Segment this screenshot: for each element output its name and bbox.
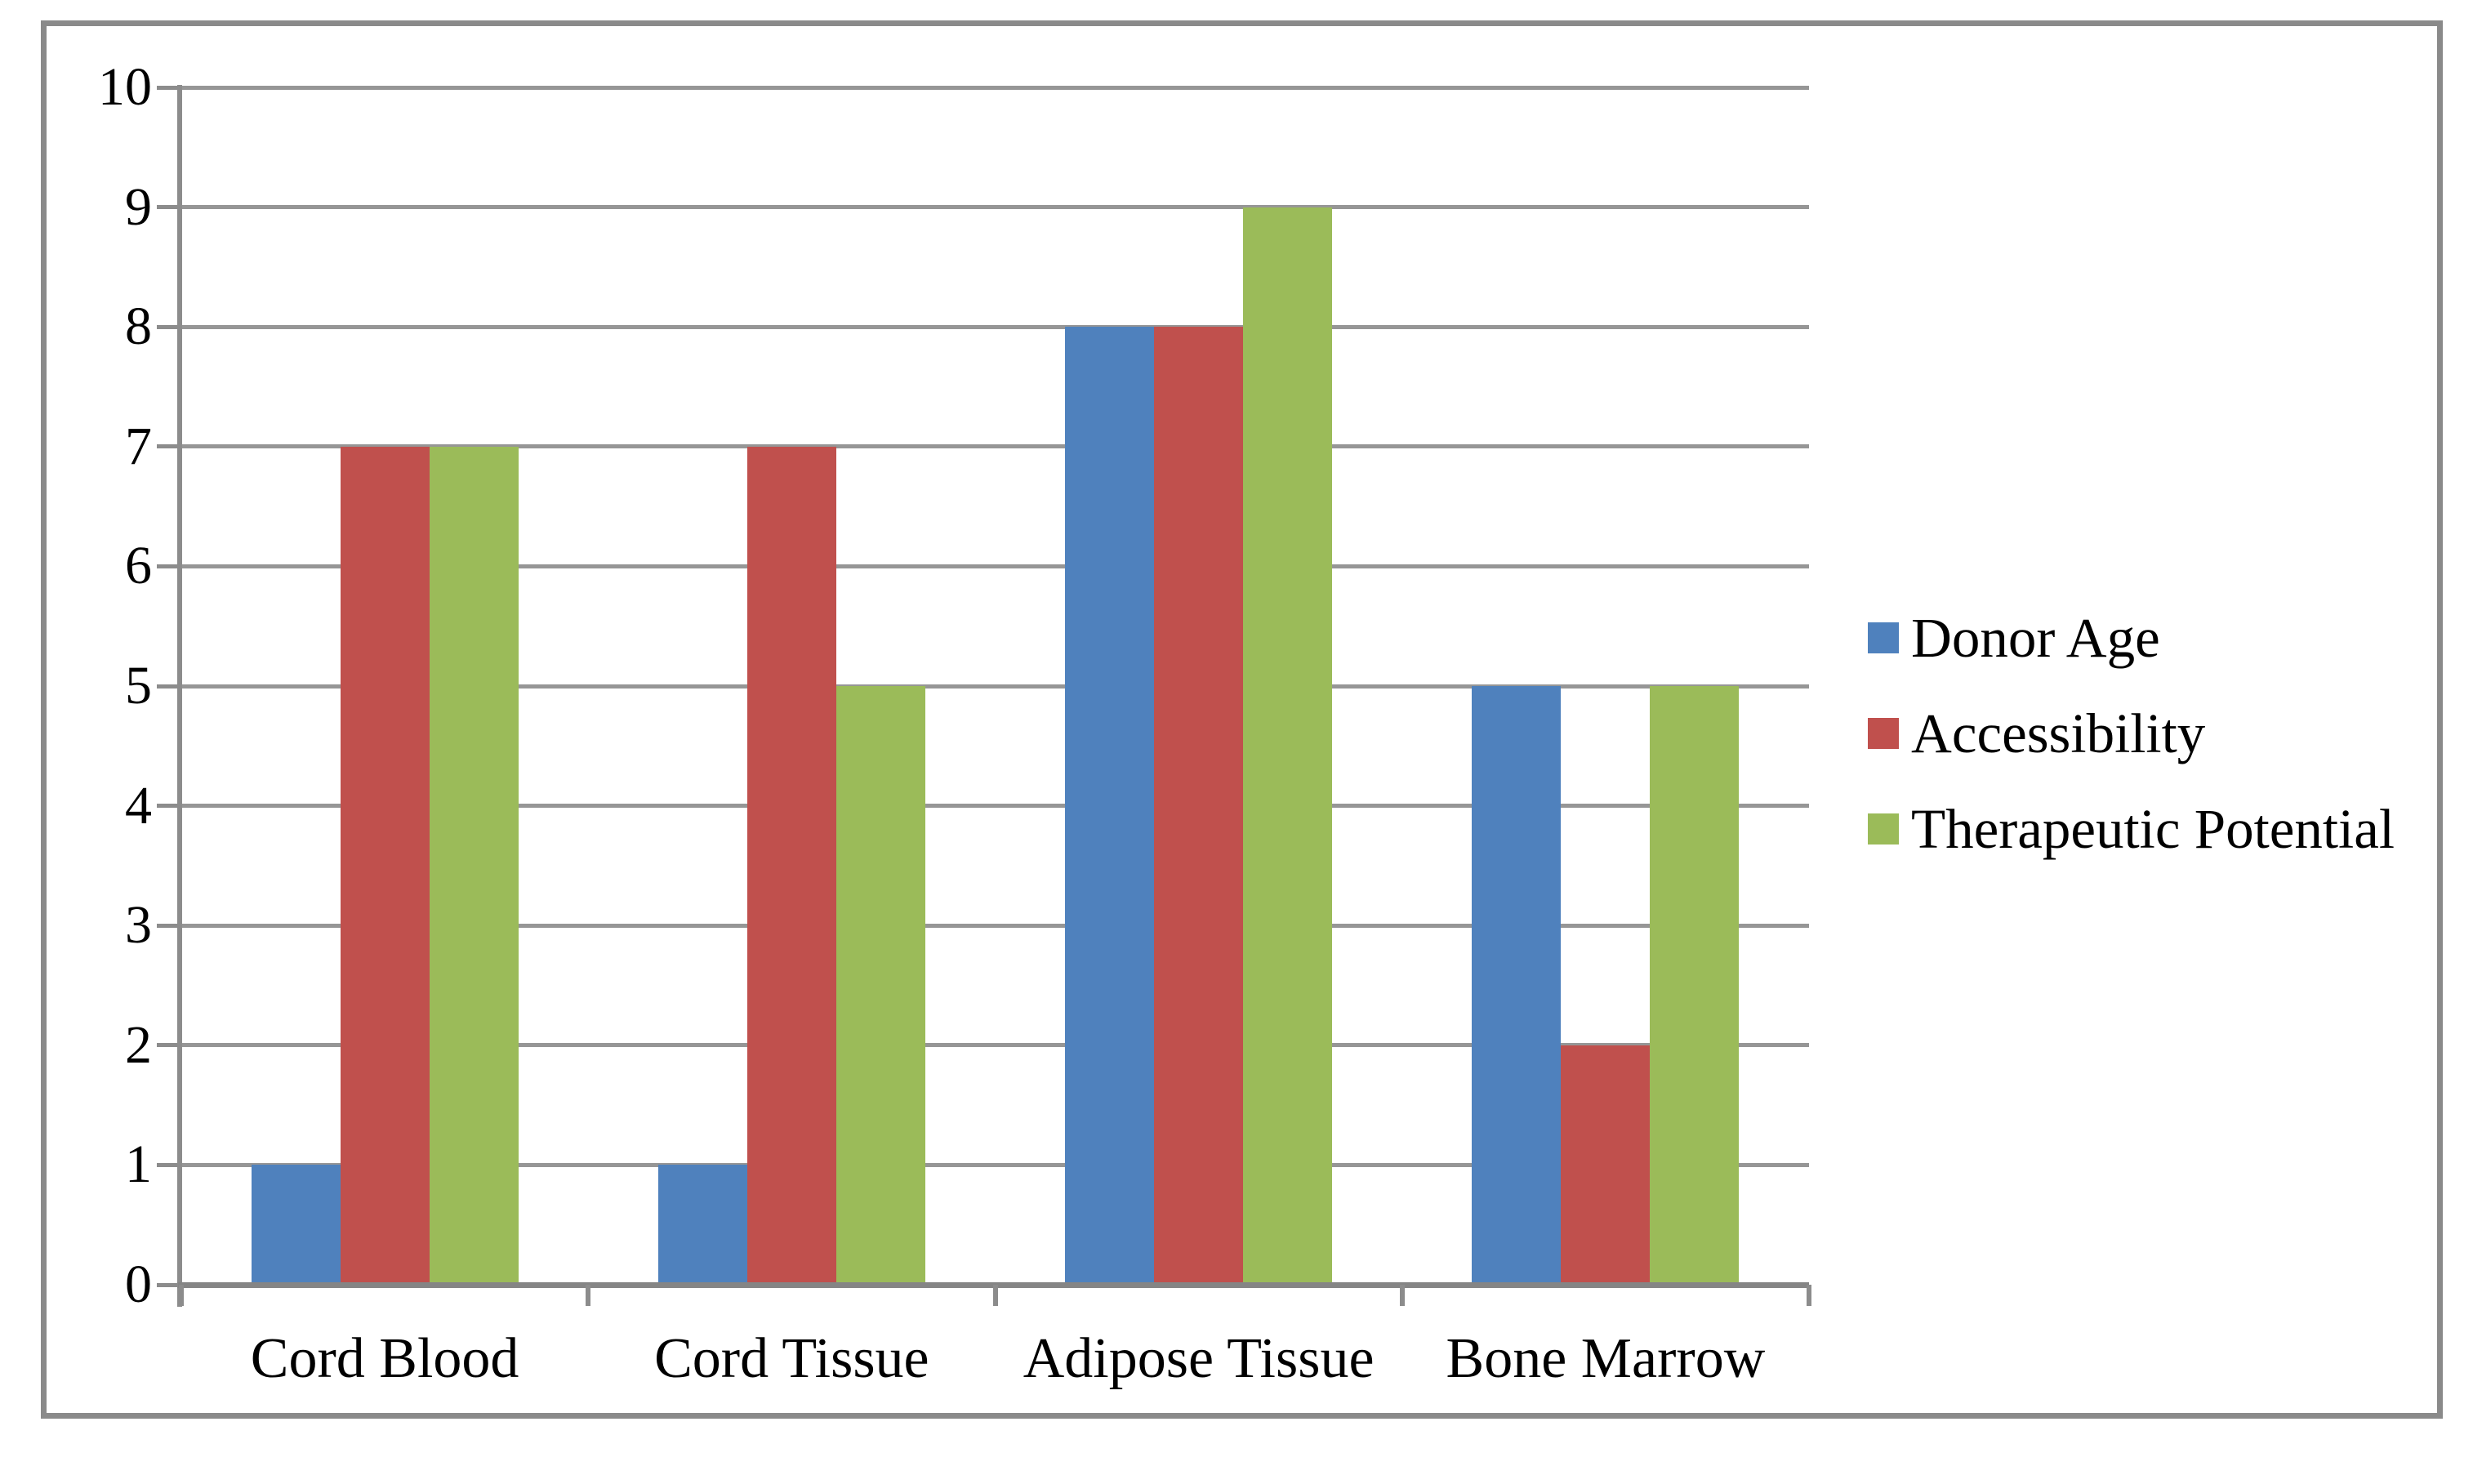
y-axis-tick — [157, 1162, 178, 1167]
y-axis-line — [177, 85, 182, 1307]
gridline — [181, 85, 1809, 90]
bar-donor-age — [657, 1165, 747, 1285]
y-axis-tick-label: 10 — [98, 57, 152, 117]
y-axis-tick — [157, 804, 178, 809]
y-axis-tick — [157, 564, 178, 568]
y-axis-tick-label: 0 — [125, 1254, 152, 1314]
y-axis-tick — [157, 684, 178, 689]
y-axis-tick-label: 1 — [125, 1134, 152, 1195]
y-axis-tick-label: 6 — [125, 536, 152, 596]
legend-item-donor-age: Donor Age — [1868, 606, 2160, 670]
y-axis-tick — [157, 923, 178, 928]
gridline — [181, 804, 1809, 809]
x-axis-tick — [179, 1285, 184, 1306]
y-axis-tick-label: 2 — [125, 1014, 152, 1075]
bar-accessibility — [340, 446, 430, 1285]
legend-label: Accessibility — [1911, 702, 2206, 764]
x-axis-tick — [586, 1285, 591, 1306]
chart-outer-border — [41, 20, 2443, 1419]
legend-item-therapeutic-potential: Therapeutic Potential — [1868, 797, 2395, 861]
legend-item-accessibility: Accessibility — [1868, 702, 2205, 765]
gridline — [181, 324, 1809, 329]
y-axis-tick-label: 4 — [125, 775, 152, 836]
gridline — [181, 1162, 1809, 1167]
gridline — [181, 684, 1809, 689]
x-axis-tick — [1807, 1285, 1811, 1306]
legend-label: Therapeutic Potential — [1911, 798, 2395, 860]
legend-swatch-therapeutic-potential — [1868, 813, 1899, 844]
bar-group-cord-tissue — [588, 87, 995, 1285]
x-category-label: Adipose Tissue — [1023, 1327, 1375, 1390]
y-axis-tick-label: 8 — [125, 296, 152, 357]
plot-area — [157, 85, 1811, 1307]
y-axis-tick — [157, 324, 178, 329]
bar-accessibility — [1154, 327, 1244, 1285]
x-category-label: Bone Marrow — [1446, 1327, 1766, 1390]
y-axis-tick — [157, 1043, 178, 1048]
x-category-label: Cord Tissue — [654, 1327, 929, 1390]
bar-donor-age — [251, 1165, 341, 1285]
x-axis-tick — [992, 1285, 998, 1306]
legend-swatch-accessibility — [1868, 718, 1899, 749]
y-axis-tick-label: 3 — [125, 895, 152, 956]
bar-donor-age — [1472, 686, 1562, 1285]
bar-therapeutic-potential — [1243, 207, 1333, 1285]
y-axis-tick — [157, 1282, 178, 1287]
x-axis-tick — [1399, 1285, 1405, 1306]
gridline — [181, 205, 1809, 210]
y-axis-tick — [157, 444, 178, 449]
gridline — [181, 564, 1809, 568]
gridline — [181, 923, 1809, 928]
y-axis-tick — [157, 205, 178, 210]
bar-group-bone-marrow — [1402, 87, 1809, 1285]
y-axis-tick-label: 7 — [125, 416, 152, 476]
legend-label: Donor Age — [1911, 607, 2160, 669]
bar-therapeutic-potential — [835, 686, 925, 1285]
gridline — [181, 1043, 1809, 1048]
bar-group-adipose-tissue — [996, 87, 1402, 1285]
bar-group-cord-blood — [181, 87, 588, 1285]
x-category-label: Cord Blood — [250, 1327, 519, 1390]
gridline — [181, 444, 1809, 449]
bar-therapeutic-potential — [1650, 686, 1740, 1285]
bar-therapeutic-potential — [429, 446, 519, 1285]
bar-accessibility — [746, 446, 836, 1285]
legend-swatch-donor-age — [1868, 622, 1899, 653]
y-axis-tick-label: 9 — [125, 176, 152, 237]
y-axis-tick-label: 5 — [125, 656, 152, 715]
bar-accessibility — [1561, 1045, 1651, 1285]
bar-donor-age — [1065, 327, 1155, 1285]
y-axis-tick — [157, 85, 178, 90]
